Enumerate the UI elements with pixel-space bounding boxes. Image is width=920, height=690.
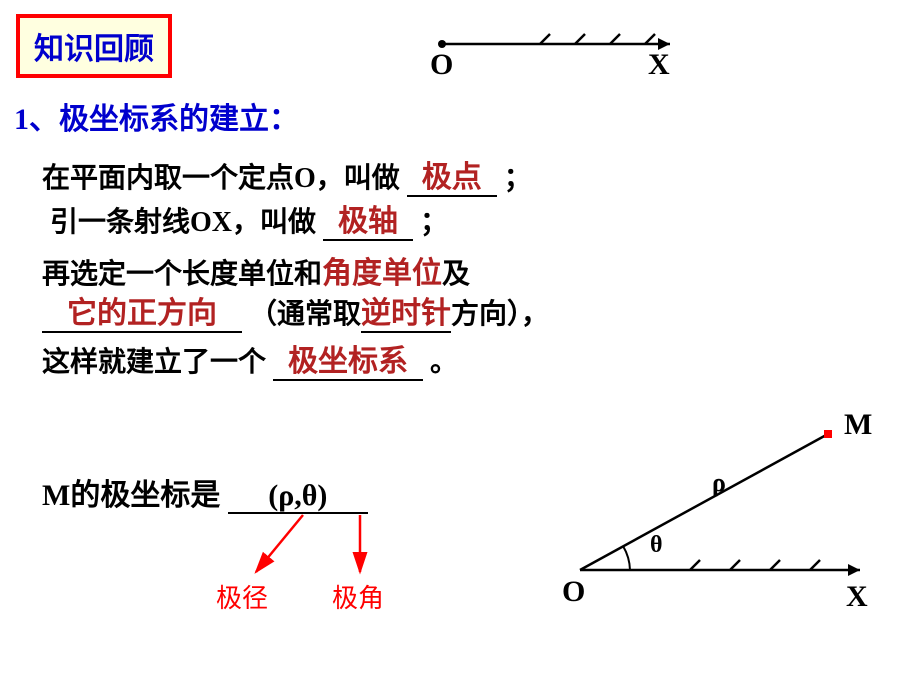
diagram2-label-theta: θ	[650, 532, 663, 559]
label-radius: 极径	[216, 578, 268, 615]
diagram2-label-x: X	[846, 580, 868, 614]
diagram2-label-m: M	[844, 408, 872, 442]
diagram2-label-rho: ρ	[712, 468, 726, 498]
diagram2-label-o: O	[562, 575, 585, 609]
label-angle: 极角	[332, 578, 384, 615]
